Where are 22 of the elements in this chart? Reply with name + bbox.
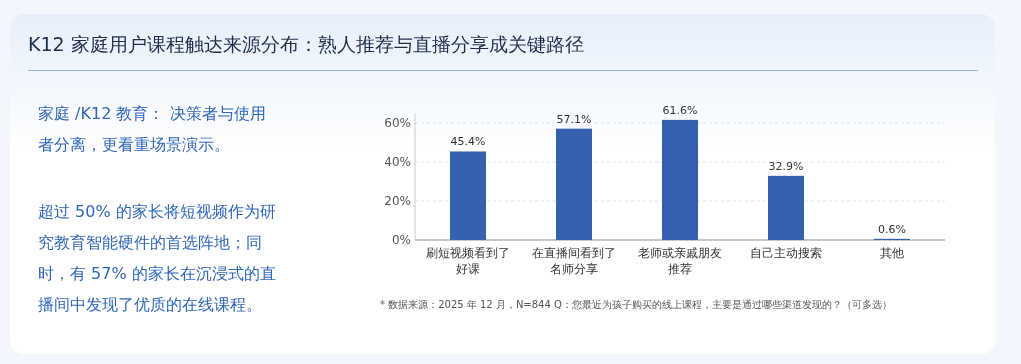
bar <box>450 151 486 240</box>
y-tick-label: 20% <box>384 194 411 208</box>
data-label: 61.6% <box>662 103 698 117</box>
data-label: 45.4% <box>450 135 486 149</box>
bar <box>556 128 592 240</box>
data-label: 57.1% <box>556 112 592 126</box>
x-tick-label: 自己主动搜索 <box>750 246 822 260</box>
x-tick-label: 刷短视频看到了好课 <box>426 246 510 276</box>
data-label: 32.9% <box>768 159 804 173</box>
x-tick-label: 老师或亲戚朋友推荐 <box>638 246 722 276</box>
y-tick-label: 40% <box>384 155 411 169</box>
text: 家庭 /K12 教育： 决策者与使用者分离，更看重场景演示。 <box>38 103 267 156</box>
x-tick-label: 在直播间看到了名师分享 <box>532 246 616 276</box>
title: K12 家庭用户课程触达来源分布：熟人推荐与直播分享成关键路径 <box>28 32 584 57</box>
y-tick-label: 0% <box>391 233 411 247</box>
data-label: 0.6% <box>878 222 906 236</box>
x-tick-label: 其他 <box>880 246 904 260</box>
text: * 数据来源：2025 年 12 月，N=844 Q：您最近为孩子购买的线上课程，主要是通过哪些渠道发现的？（可多选） <box>380 298 892 312</box>
y-tick-label: 60% <box>384 116 411 130</box>
bar <box>662 119 698 240</box>
bar <box>768 175 804 240</box>
text: 超过 50% 的家长将短视频作为研究教育智能硬件的首选阵地；同时，有 57% 的家长在沉浸式的直播间中发现了优质的在线课程。 <box>38 201 277 316</box>
